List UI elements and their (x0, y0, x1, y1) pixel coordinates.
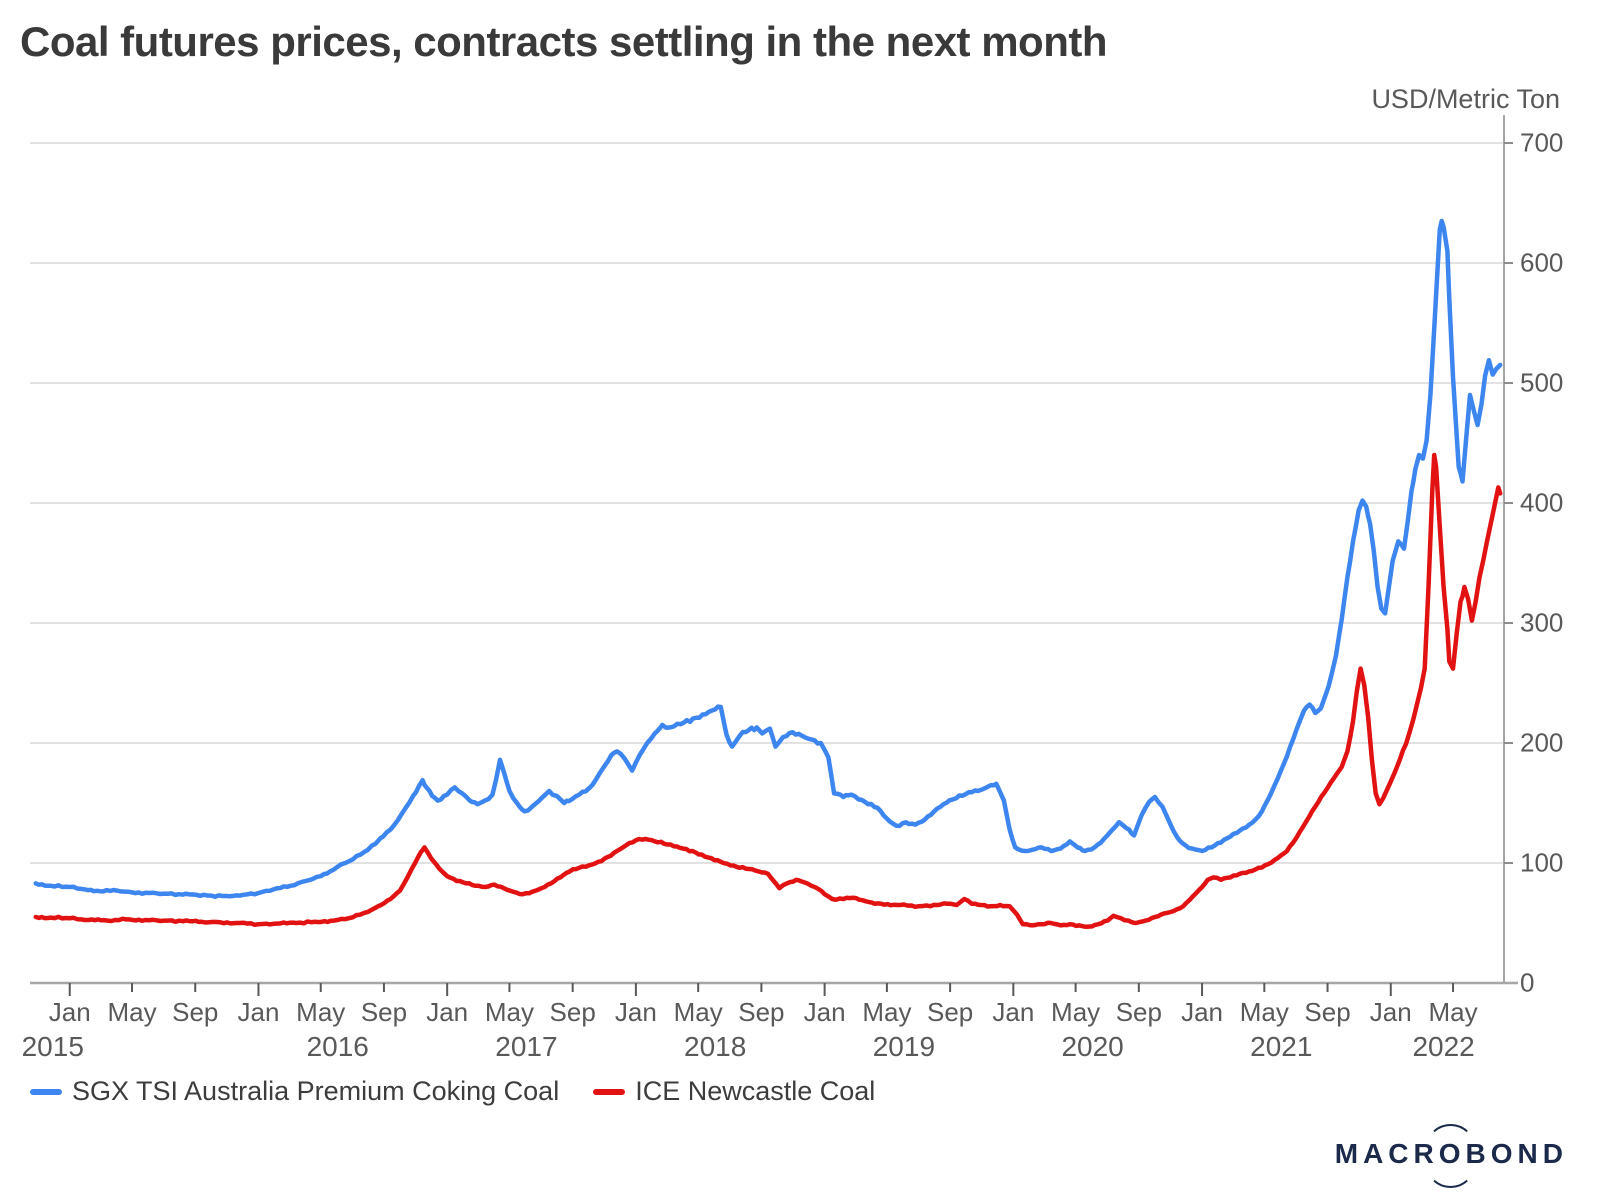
year-label-2015: 2015 (21, 1031, 84, 1062)
x-tick-label: Jan (426, 997, 469, 1027)
y-tick-label-100: 100 (1520, 847, 1564, 878)
x-tick-label: Sep (1115, 997, 1162, 1027)
year-label-2020: 2020 (1061, 1031, 1124, 1062)
x-tick-label: Sep (549, 997, 596, 1027)
y-tick-label-700: 700 (1520, 127, 1564, 158)
y-tick-label-600: 600 (1520, 247, 1564, 278)
x-tick-label: Jan (803, 997, 846, 1027)
legend-item-ice-newcastle: ICE Newcastle Coal (593, 1076, 875, 1107)
y-tick-label-500: 500 (1520, 367, 1564, 398)
y-tick-label-400: 400 (1520, 487, 1564, 518)
x-tick-label: Sep (172, 997, 219, 1027)
x-tick-label: Jan (992, 997, 1035, 1027)
x-tick-label: May (484, 997, 535, 1027)
legend: SGX TSI Australia Premium Coking Coal IC… (30, 1076, 875, 1107)
x-tick-label: May (673, 997, 723, 1027)
legend-item-sgx-coking-coal: SGX TSI Australia Premium Coking Coal (30, 1076, 559, 1107)
logo-text-right: BOND (1465, 1138, 1568, 1169)
logo-arc-bottom-icon (1426, 1144, 1475, 1188)
year-label-2021: 2021 (1250, 1031, 1313, 1062)
y-axis-unit-label: USD/Metric Ton (1371, 84, 1560, 114)
page-title: Coal futures prices, contracts settling … (20, 18, 1108, 65)
year-label-2018: 2018 (684, 1031, 747, 1062)
x-tick-label: May (1051, 997, 1101, 1027)
logo-o: O (1426, 1124, 1475, 1188)
logo-arc-top-icon (1426, 1124, 1475, 1168)
x-tick-label: May (1428, 997, 1478, 1027)
x-tick-label: Jan (1369, 997, 1412, 1027)
legend-swatch-sgx-coking-coal (30, 1088, 62, 1095)
legend-label-ice-newcastle: ICE Newcastle Coal (635, 1076, 876, 1106)
sgx-tsi-australia-premium-coking-coal-line (33, 218, 1503, 899)
y-tick-label-300: 300 (1520, 607, 1564, 638)
year-label-2022: 2022 (1412, 1031, 1475, 1062)
x-tick-label: Jan (1181, 997, 1224, 1027)
legend-swatch-ice-newcastle (593, 1088, 626, 1095)
x-tick-label: Sep (926, 997, 974, 1027)
y-tick-label-0: 0 (1520, 967, 1535, 998)
x-tick-label: May (1239, 997, 1289, 1027)
x-tick-label: May (862, 997, 912, 1027)
x-tick-label: May (107, 997, 157, 1027)
legend-label-sgx-coking-coal: SGX TSI Australia Premium Coking Coal (72, 1076, 560, 1106)
y-tick-label-200: 200 (1520, 727, 1564, 758)
x-tick-label: Jan (614, 997, 657, 1027)
x-tick-label: Sep (738, 997, 785, 1027)
x-tick-label: Sep (1304, 997, 1351, 1027)
x-tick-label: Jan (237, 997, 280, 1027)
ice-newcastle-coal-line (33, 452, 1503, 930)
year-label-2016: 2016 (306, 1031, 369, 1062)
x-tick-label: Jan (48, 997, 91, 1027)
x-tick-label: May (296, 997, 346, 1027)
logo-text-left: MACR (1334, 1138, 1439, 1169)
year-label-2017: 2017 (495, 1031, 558, 1062)
macrobond-logo: MACR O BOND (1334, 1124, 1568, 1188)
x-tick-label: Sep (360, 997, 408, 1027)
year-label-2019: 2019 (872, 1031, 936, 1062)
